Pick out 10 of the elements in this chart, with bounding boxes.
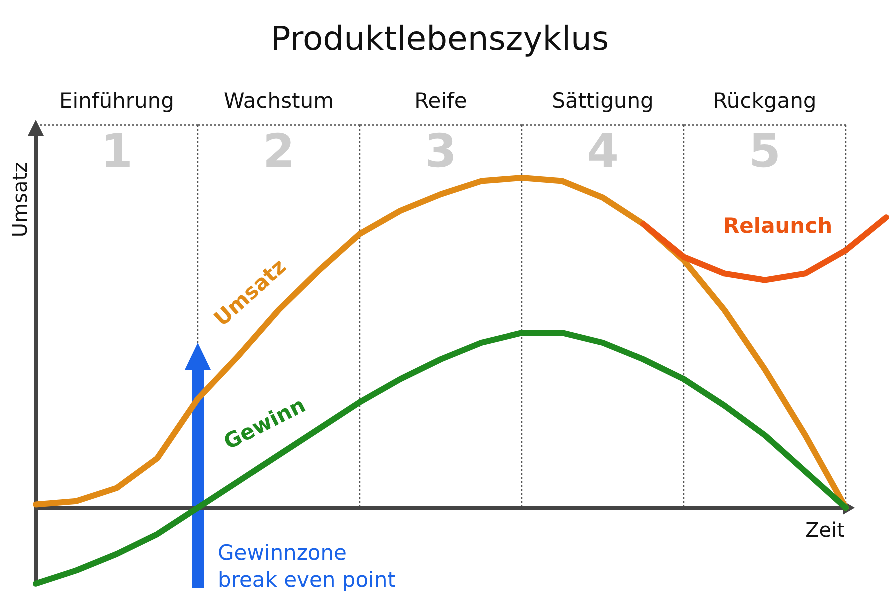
text: Rückgang bbox=[713, 89, 817, 113]
x-axis-title: Zeit bbox=[806, 518, 846, 542]
annotation: Gewinnzone break even point bbox=[218, 541, 396, 592]
text: Einführung bbox=[59, 89, 175, 113]
series-label: Relaunch bbox=[723, 214, 833, 238]
text: Wachstum bbox=[224, 89, 334, 113]
y-axis-title: Umsatz bbox=[8, 162, 32, 238]
text: Reife bbox=[414, 89, 468, 113]
text: Sättigung bbox=[552, 89, 654, 113]
chart-title: Produktlebenszyklus bbox=[270, 19, 610, 58]
